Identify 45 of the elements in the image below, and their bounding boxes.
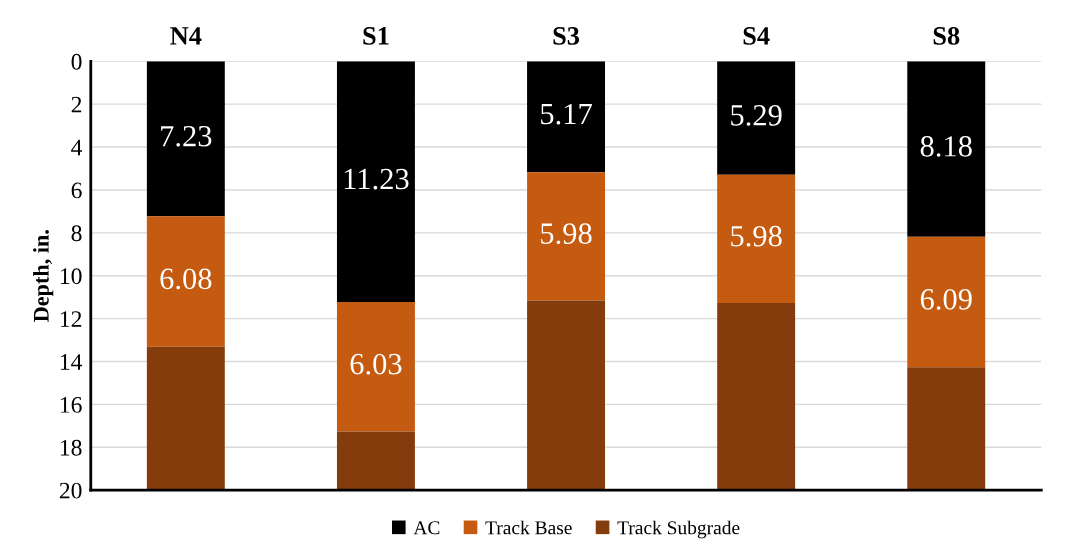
bar bbox=[907, 61, 986, 237]
y-tick-label: 14 bbox=[60, 354, 83, 370]
data-label: 6.08 bbox=[160, 268, 212, 290]
x-tick-label: S4 bbox=[743, 27, 770, 45]
data-label: 7.23 bbox=[161, 125, 212, 147]
bar bbox=[907, 236, 986, 368]
y-axis-title: Depth, in. bbox=[33, 230, 54, 322]
y-tick-label: 6 bbox=[71, 182, 82, 199]
legend-label: Track Base bbox=[485, 520, 572, 535]
x-tick-label: S8 bbox=[933, 26, 960, 45]
bar bbox=[717, 302, 796, 491]
bar bbox=[907, 367, 986, 491]
x-tick-label: S3 bbox=[553, 27, 580, 45]
data-label: 5.29 bbox=[731, 105, 782, 126]
bar bbox=[336, 61, 415, 303]
data-label: 6.09 bbox=[920, 289, 972, 310]
y-tick-label: 10 bbox=[60, 268, 82, 285]
legend-label: AC bbox=[413, 521, 440, 535]
data-label: 8.18 bbox=[920, 136, 972, 157]
bar bbox=[527, 172, 606, 301]
bar bbox=[146, 346, 225, 491]
bar bbox=[717, 61, 796, 175]
data-label: 5.98 bbox=[541, 223, 592, 245]
bar bbox=[336, 431, 415, 491]
y-tick-label: 8 bbox=[71, 225, 82, 242]
bar bbox=[336, 302, 415, 432]
bar bbox=[527, 61, 606, 173]
data-label: 11.23 bbox=[344, 168, 409, 190]
data-label: 5.17 bbox=[541, 103, 592, 125]
y-tick-label: 2 bbox=[71, 96, 82, 113]
y-tick-label: 4 bbox=[71, 139, 83, 156]
y-tick-label: 20 bbox=[59, 482, 82, 499]
y-tick-label: 0 bbox=[71, 53, 82, 70]
bar bbox=[146, 61, 225, 217]
x-tick-label: S1 bbox=[363, 27, 389, 45]
y-tick-label: 16 bbox=[60, 396, 82, 413]
y-tick-label: 18 bbox=[60, 439, 82, 456]
legend-label: Track Subgrade bbox=[617, 520, 740, 539]
bar bbox=[527, 300, 606, 491]
bar bbox=[717, 174, 796, 303]
bar bbox=[146, 216, 225, 347]
x-tick-label: N4 bbox=[170, 27, 202, 45]
y-tick-label: 12 bbox=[60, 311, 82, 327]
data-label: 6.03 bbox=[350, 353, 402, 375]
data-label: 5.98 bbox=[731, 225, 782, 247]
